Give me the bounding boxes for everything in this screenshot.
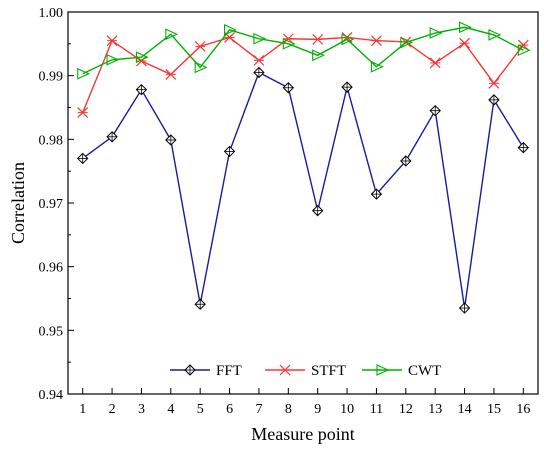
data-point-stft (429, 57, 441, 69)
data-point-fft (370, 188, 383, 200)
data-point-stft (165, 68, 177, 80)
data-point-fft (429, 104, 441, 117)
data-point-cwt (341, 33, 355, 46)
legend-item-cwt: CWT (362, 363, 441, 379)
data-point-stft (459, 37, 470, 49)
data-point-cwt (224, 23, 237, 36)
x-tick-label: 6 (226, 402, 233, 417)
data-point-cwt (370, 60, 384, 73)
x-tick-label: 1 (79, 402, 86, 417)
legend-marker-fft (184, 364, 196, 376)
data-point-fft (517, 141, 530, 154)
x-tick-label: 7 (255, 402, 262, 417)
x-tick-label: 13 (428, 402, 442, 417)
ticks-layer: 0.940.950.960.970.980.991.001 2 3 4 5 6 7 8 9 10 1… (39, 6, 531, 417)
x-tick-label: 3 (138, 402, 145, 417)
y-tick-label: 0.96 (39, 261, 64, 276)
data-point-cwt (77, 67, 91, 80)
data-point-cwt (282, 37, 296, 50)
y-tick-label: 0.99 (39, 70, 64, 85)
y-axis-title: Correlation (8, 162, 28, 244)
x-tick-label: 14 (458, 402, 472, 417)
data-point-fft (253, 66, 265, 79)
y-tick-label: 0.98 (39, 133, 64, 148)
legend: FFT STFT CWT (170, 363, 441, 379)
plot-frame (67, 11, 539, 395)
legend-item-stft: STFT (265, 363, 346, 379)
x-tick-label: 15 (487, 402, 501, 417)
series-layer (76, 21, 531, 314)
x-tick-label: 10 (340, 402, 354, 417)
y-tick-label: 0.94 (39, 388, 64, 403)
data-point-fft (458, 302, 471, 314)
data-point-fft (341, 81, 353, 93)
data-point-cwt (106, 53, 120, 66)
series-cwt (77, 21, 531, 80)
data-point-cwt (194, 61, 208, 74)
data-point-fft (223, 145, 236, 158)
data-point-stft (371, 35, 382, 47)
x-tick-label: 16 (516, 402, 530, 417)
y-tick-label: 1.00 (39, 6, 64, 21)
data-point-stft (253, 54, 265, 66)
data-point-cwt (517, 44, 531, 57)
data-point-cwt (400, 36, 414, 49)
series-fft (76, 66, 530, 314)
series-stft (77, 32, 529, 119)
legend-label-fft: FFT (216, 363, 242, 379)
data-point-fft (488, 94, 500, 106)
x-tick-label: 4 (167, 402, 174, 417)
data-point-fft (400, 155, 412, 167)
data-point-stft (77, 107, 89, 119)
data-point-cwt (459, 21, 472, 34)
data-point-cwt (488, 29, 502, 41)
data-point-fft (135, 83, 148, 96)
data-point-cwt (253, 32, 267, 45)
data-point-stft (194, 40, 206, 52)
data-point-fft (106, 131, 118, 143)
series-line-fft (82, 71, 524, 309)
y-tick-label: 0.95 (39, 324, 64, 339)
data-point-cwt (165, 28, 179, 41)
data-point-fft (311, 204, 324, 217)
series-line-cwt (82, 26, 524, 75)
data-point-cwt (312, 49, 326, 62)
series-line-stft (82, 36, 524, 113)
data-point-fft (282, 82, 295, 94)
data-point-fft (76, 152, 89, 165)
legend-marker-stft (279, 364, 291, 376)
x-tick-label: 2 (109, 402, 116, 417)
legend-item-fft: FFT (170, 363, 242, 379)
legend-label-stft: STFT (311, 363, 346, 379)
data-point-fft (165, 134, 177, 146)
data-point-stft (312, 33, 324, 45)
data-point-stft (106, 35, 118, 47)
x-tick-label: 5 (197, 402, 204, 417)
x-tick-label: 11 (370, 402, 383, 417)
data-point-cwt (429, 27, 443, 39)
data-point-stft (488, 77, 500, 89)
y-tick-label: 0.97 (39, 197, 64, 212)
legend-marker-cwt (376, 364, 390, 376)
x-tick-label: 8 (285, 402, 292, 417)
data-point-cwt (135, 51, 149, 64)
x-axis-title: Measure point (251, 424, 354, 444)
x-tick-label: 12 (399, 402, 413, 417)
data-point-fft (194, 298, 206, 310)
legend-label-cwt: CWT (408, 363, 441, 379)
x-tick-label: 9 (314, 402, 321, 417)
